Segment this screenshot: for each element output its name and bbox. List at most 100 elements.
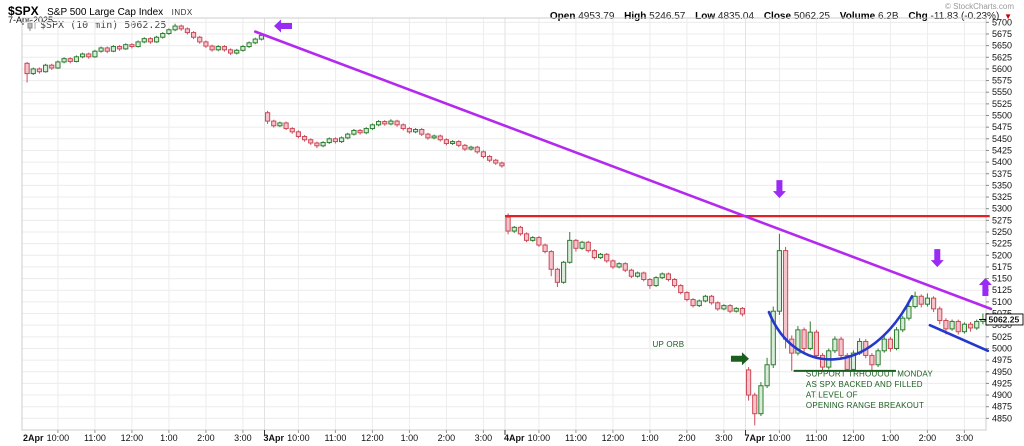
quote-summary: Open 4953.79 High 5246.57 Low 4835.04 Cl…	[543, 11, 1012, 22]
candle	[912, 291, 918, 309]
purple-up-arrow	[978, 277, 992, 296]
candle	[406, 127, 413, 134]
y-tick-label: 4900	[992, 390, 1012, 400]
hour-label: 10:00	[47, 433, 70, 443]
chg-label: Chg	[908, 11, 928, 22]
candle	[924, 293, 931, 307]
y-tick-label: 5150	[992, 274, 1012, 284]
series-legend-text: $SPX (10 min) 5062.25	[40, 20, 167, 31]
candle	[597, 252, 604, 260]
candle	[110, 45, 117, 53]
hour-label: 1:00	[641, 433, 659, 443]
support-note: SUPPORT TRHOUOUT MONDAY AS SPX BACKED AND…	[806, 369, 933, 410]
hour-label: 2:00	[919, 433, 937, 443]
annotation-text-line: AT LEVEL OF	[806, 390, 858, 399]
y-tick-label: 5125	[992, 285, 1012, 295]
y-tick-label: 5350	[992, 180, 1012, 190]
candle	[351, 129, 357, 136]
candle	[887, 336, 894, 352]
hour-label: 11:00	[324, 433, 346, 443]
candle	[277, 121, 283, 128]
candle	[92, 49, 98, 58]
candle	[715, 301, 721, 311]
candle	[641, 271, 647, 282]
hour-label: 3:00	[475, 433, 493, 443]
y-tick-label: 5575	[992, 76, 1012, 86]
candle	[782, 246, 789, 349]
candle	[628, 268, 635, 279]
hour-label: 10:00	[287, 433, 310, 443]
candle	[178, 24, 184, 31]
candle	[283, 121, 289, 130]
candle	[388, 119, 394, 126]
day-label: 7Apr	[745, 433, 766, 443]
y-tick-label: 5625	[992, 52, 1012, 62]
hour-label: 10:00	[528, 433, 551, 443]
candle	[314, 141, 320, 149]
candle	[135, 40, 141, 48]
y-tick-label: 5200	[992, 250, 1012, 260]
y-tick-label: 5525	[992, 99, 1012, 109]
candle	[240, 45, 246, 52]
candle	[653, 276, 659, 287]
candle	[147, 37, 154, 44]
candle	[801, 327, 807, 353]
candle	[166, 28, 172, 35]
candle	[449, 140, 456, 145]
hour-label: 12:00	[361, 433, 384, 443]
purple-down-arrow-1	[772, 180, 786, 199]
candle	[246, 41, 252, 48]
low-label: Low	[695, 11, 716, 22]
candle	[486, 155, 493, 163]
purple-down-arrow-2	[930, 249, 944, 268]
grid-layer	[22, 18, 986, 430]
candle	[172, 23, 178, 32]
candle	[869, 353, 875, 372]
candle	[838, 336, 844, 359]
downtrend-line	[253, 30, 993, 311]
candle	[116, 45, 123, 51]
candle	[42, 63, 49, 73]
candle	[338, 136, 345, 143]
hour-label: 12:00	[121, 433, 144, 443]
close-label: Close	[763, 11, 792, 22]
candle	[412, 128, 419, 134]
candle	[955, 319, 961, 335]
candle	[727, 304, 733, 314]
candle	[523, 232, 530, 243]
exchange-tag: INDX	[171, 8, 193, 17]
candle	[542, 243, 548, 254]
candle	[271, 119, 277, 128]
candle	[264, 110, 271, 124]
candle	[530, 236, 536, 242]
candle	[758, 382, 764, 417]
y-tick-label: 5300	[992, 204, 1012, 214]
candle	[190, 31, 197, 40]
candle	[79, 52, 86, 59]
volume-label: Volume	[839, 11, 876, 22]
candle	[585, 240, 591, 253]
candle	[215, 45, 221, 52]
candle	[659, 272, 665, 280]
candlestick-legend-icon	[27, 20, 36, 31]
open-label: Open	[549, 11, 576, 22]
up-orb-label: UP ORB	[653, 340, 685, 349]
hour-label: 3:00	[956, 433, 974, 443]
candle	[893, 327, 900, 351]
candle	[900, 315, 906, 333]
candle	[930, 296, 937, 313]
candle	[591, 249, 598, 260]
candle	[764, 357, 770, 389]
series-legend: $SPX (10 min) 5062.25	[27, 20, 166, 31]
last-price-label: 5062.25	[989, 315, 1020, 325]
candle	[425, 132, 431, 140]
candle	[832, 336, 838, 354]
y-tick-label: 4925	[992, 378, 1012, 388]
cup-curve	[767, 294, 914, 361]
hour-label: 2:00	[197, 433, 215, 443]
y-tick-label: 5275	[992, 215, 1012, 225]
candle	[511, 225, 517, 233]
candle	[123, 43, 129, 50]
purple-left-arrow	[274, 19, 292, 33]
candle	[881, 336, 887, 353]
